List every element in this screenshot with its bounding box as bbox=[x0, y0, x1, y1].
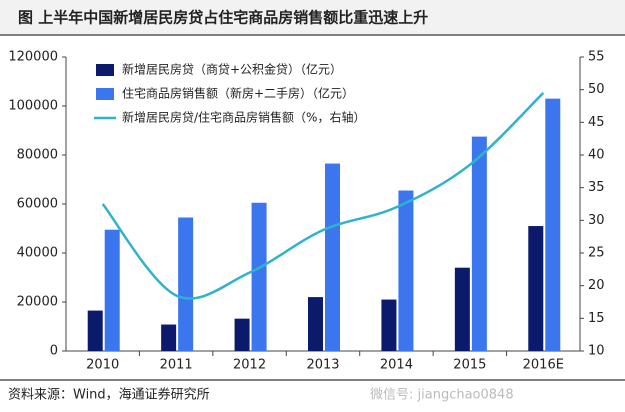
y-tick-label: 40000 bbox=[17, 246, 58, 261]
bar bbox=[528, 226, 544, 351]
y-tick-label: 100000 bbox=[8, 99, 58, 114]
bar bbox=[398, 190, 414, 351]
x-tick-label: 2013 bbox=[306, 358, 339, 373]
y-tick-label: 0 bbox=[50, 344, 58, 359]
bar bbox=[87, 310, 103, 351]
y2-tick-label: 50 bbox=[588, 82, 605, 97]
line bbox=[101, 92, 545, 300]
bar bbox=[381, 299, 397, 351]
bar bbox=[454, 267, 470, 351]
bar bbox=[325, 163, 340, 351]
title-band bbox=[0, 0, 625, 34]
x-tick-label: 2012 bbox=[233, 358, 266, 373]
legend-label: 新增居民房贷（商贷+公积金贷）（亿元） bbox=[122, 62, 342, 77]
legend-label: 新增居民房贷/住宅商品房销售额（%，右轴） bbox=[122, 110, 365, 125]
chart-title: 图 上半年中国新增居民房贷占住宅商品房销售额比重迅速上升 bbox=[18, 9, 428, 27]
x-tick-label: 2011 bbox=[160, 358, 193, 373]
bar bbox=[178, 217, 194, 351]
y2-tick-label: 45 bbox=[588, 115, 605, 130]
x-tick-label: 2014 bbox=[380, 358, 413, 373]
y-tick-label: 20000 bbox=[17, 295, 58, 310]
y2-tick-label: 25 bbox=[588, 246, 605, 261]
y-tick-label: 60000 bbox=[17, 197, 58, 212]
legend-label: 住宅商品房销售额（新房+二手房）（亿元） bbox=[122, 86, 354, 101]
y-tick-label: 120000 bbox=[8, 50, 58, 65]
x-tick-label: 2010 bbox=[86, 358, 119, 373]
legend-swatch bbox=[96, 64, 114, 76]
x-tick-label: 2015 bbox=[453, 358, 486, 373]
y2-tick-label: 35 bbox=[588, 180, 605, 195]
bar bbox=[104, 229, 120, 351]
watermark: 微信号: jiangchao0848 bbox=[370, 388, 514, 403]
y2-tick-label: 55 bbox=[588, 50, 605, 65]
y2-tick-label: 20 bbox=[588, 278, 605, 293]
bar bbox=[161, 324, 177, 351]
legend-swatch bbox=[96, 88, 114, 100]
source: 资料来源：Wind，海通证券研究所 bbox=[8, 387, 210, 403]
y2-tick-label: 30 bbox=[588, 213, 605, 228]
x-tick-label: 2016E bbox=[523, 358, 564, 373]
bar bbox=[471, 136, 487, 351]
y2-tick-label: 10 bbox=[588, 344, 605, 359]
y2-tick-label: 40 bbox=[588, 148, 605, 163]
y2-tick-label: 15 bbox=[588, 311, 605, 326]
bar bbox=[234, 318, 250, 351]
bar bbox=[308, 297, 323, 351]
bar bbox=[251, 202, 267, 351]
bar bbox=[545, 98, 561, 352]
y-tick-label: 80000 bbox=[17, 148, 58, 163]
